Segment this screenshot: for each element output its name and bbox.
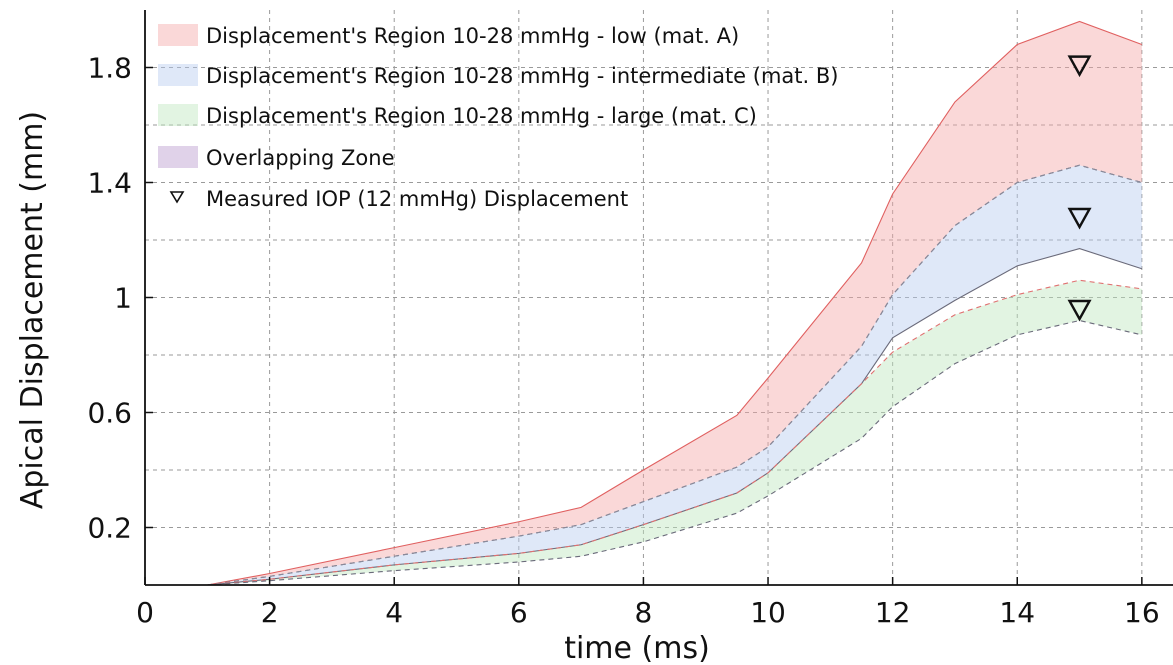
y-tick-label-2: 1 [114,282,132,315]
legend-swatch-series-0 [158,24,198,46]
legend: Displacement's Region 10-28 mmHg - low (… [158,24,838,211]
band-upper-edge-series-1 [207,164,1142,586]
measured-marker-0 [1067,55,1092,78]
x-tick-label-0: 0 [136,596,154,629]
y-tick-label-4: 1.8 [87,52,132,85]
band-upper-edge-series-2 [207,279,1142,586]
x-tick-label-6: 12 [875,596,911,629]
x-tick-label-8: 16 [1124,596,1160,629]
y-tick-label-0: 0.2 [87,512,132,545]
tick-labels: 0 2 4 6 8 10 12 14 16 0.2 0.6 1 1.4 1.8 [87,52,1159,630]
legend-label-series-1: Displacement's Region 10-28 mmHg - inter… [206,64,838,88]
legend-marker-triangle-icon [169,191,185,204]
y-tick-label-1: 0.6 [87,397,132,430]
x-tick-label-1: 2 [261,596,279,629]
x-tick-label-5: 10 [750,596,786,629]
axes [144,10,1173,586]
x-tick-label-2: 4 [385,596,403,629]
x-axis-label: time (ms) [564,631,710,665]
x-tick-label-4: 8 [635,596,653,629]
band-upper-edge-series-0 [207,20,1143,586]
band-series-2 [207,280,1142,585]
y-axis-label: Apical Displacement (mm) [15,111,50,509]
band-lower-edge-series-1 [207,248,1143,586]
legend-label-markers: Measured IOP (12 mmHg) Displacement [206,187,628,211]
markers [1067,55,1092,322]
measured-marker-1 [1067,207,1092,230]
legend-label-series-2: Displacement's Region 10-28 mmHg - large… [206,104,757,128]
band-series-1 [207,165,1142,585]
legend-label-overlap: Overlapping Zone [206,146,395,170]
x-tick-label-3: 6 [510,596,528,629]
grid [145,10,1173,585]
band-lower-edge-series-2 [207,319,1142,586]
legend-swatch-series-2 [158,104,198,126]
bands [207,20,1143,586]
legend-label-series-0: Displacement's Region 10-28 mmHg - low (… [206,24,739,48]
y-tick-label-3: 1.4 [87,167,132,200]
legend-swatch-overlap [158,146,198,168]
band-series-0 [207,21,1142,585]
x-tick-label-7: 14 [999,596,1035,629]
measured-marker-2 [1067,299,1092,322]
legend-swatch-series-1 [158,64,198,86]
